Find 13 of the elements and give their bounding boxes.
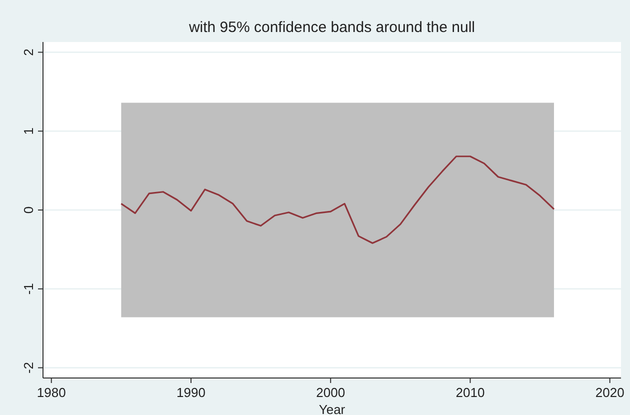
x-tick-label: 1990: [176, 385, 206, 400]
x-tick-label: 1980: [36, 385, 66, 400]
x-tick-label: 2020: [595, 385, 624, 400]
y-tick-label: -1: [21, 283, 36, 295]
y-tick-label: -2: [21, 362, 36, 374]
x-axis-title: Year: [318, 402, 346, 415]
y-tick-label: 2: [21, 48, 36, 56]
line-series: [120, 156, 555, 244]
x-tick-label: 2000: [316, 385, 346, 400]
y-tick-label: 1: [21, 128, 36, 135]
x-tick-label: 2010: [456, 385, 485, 400]
chart-title: with 95% confidence bands around the null: [188, 19, 476, 36]
y-tick-label: 0: [21, 206, 36, 214]
